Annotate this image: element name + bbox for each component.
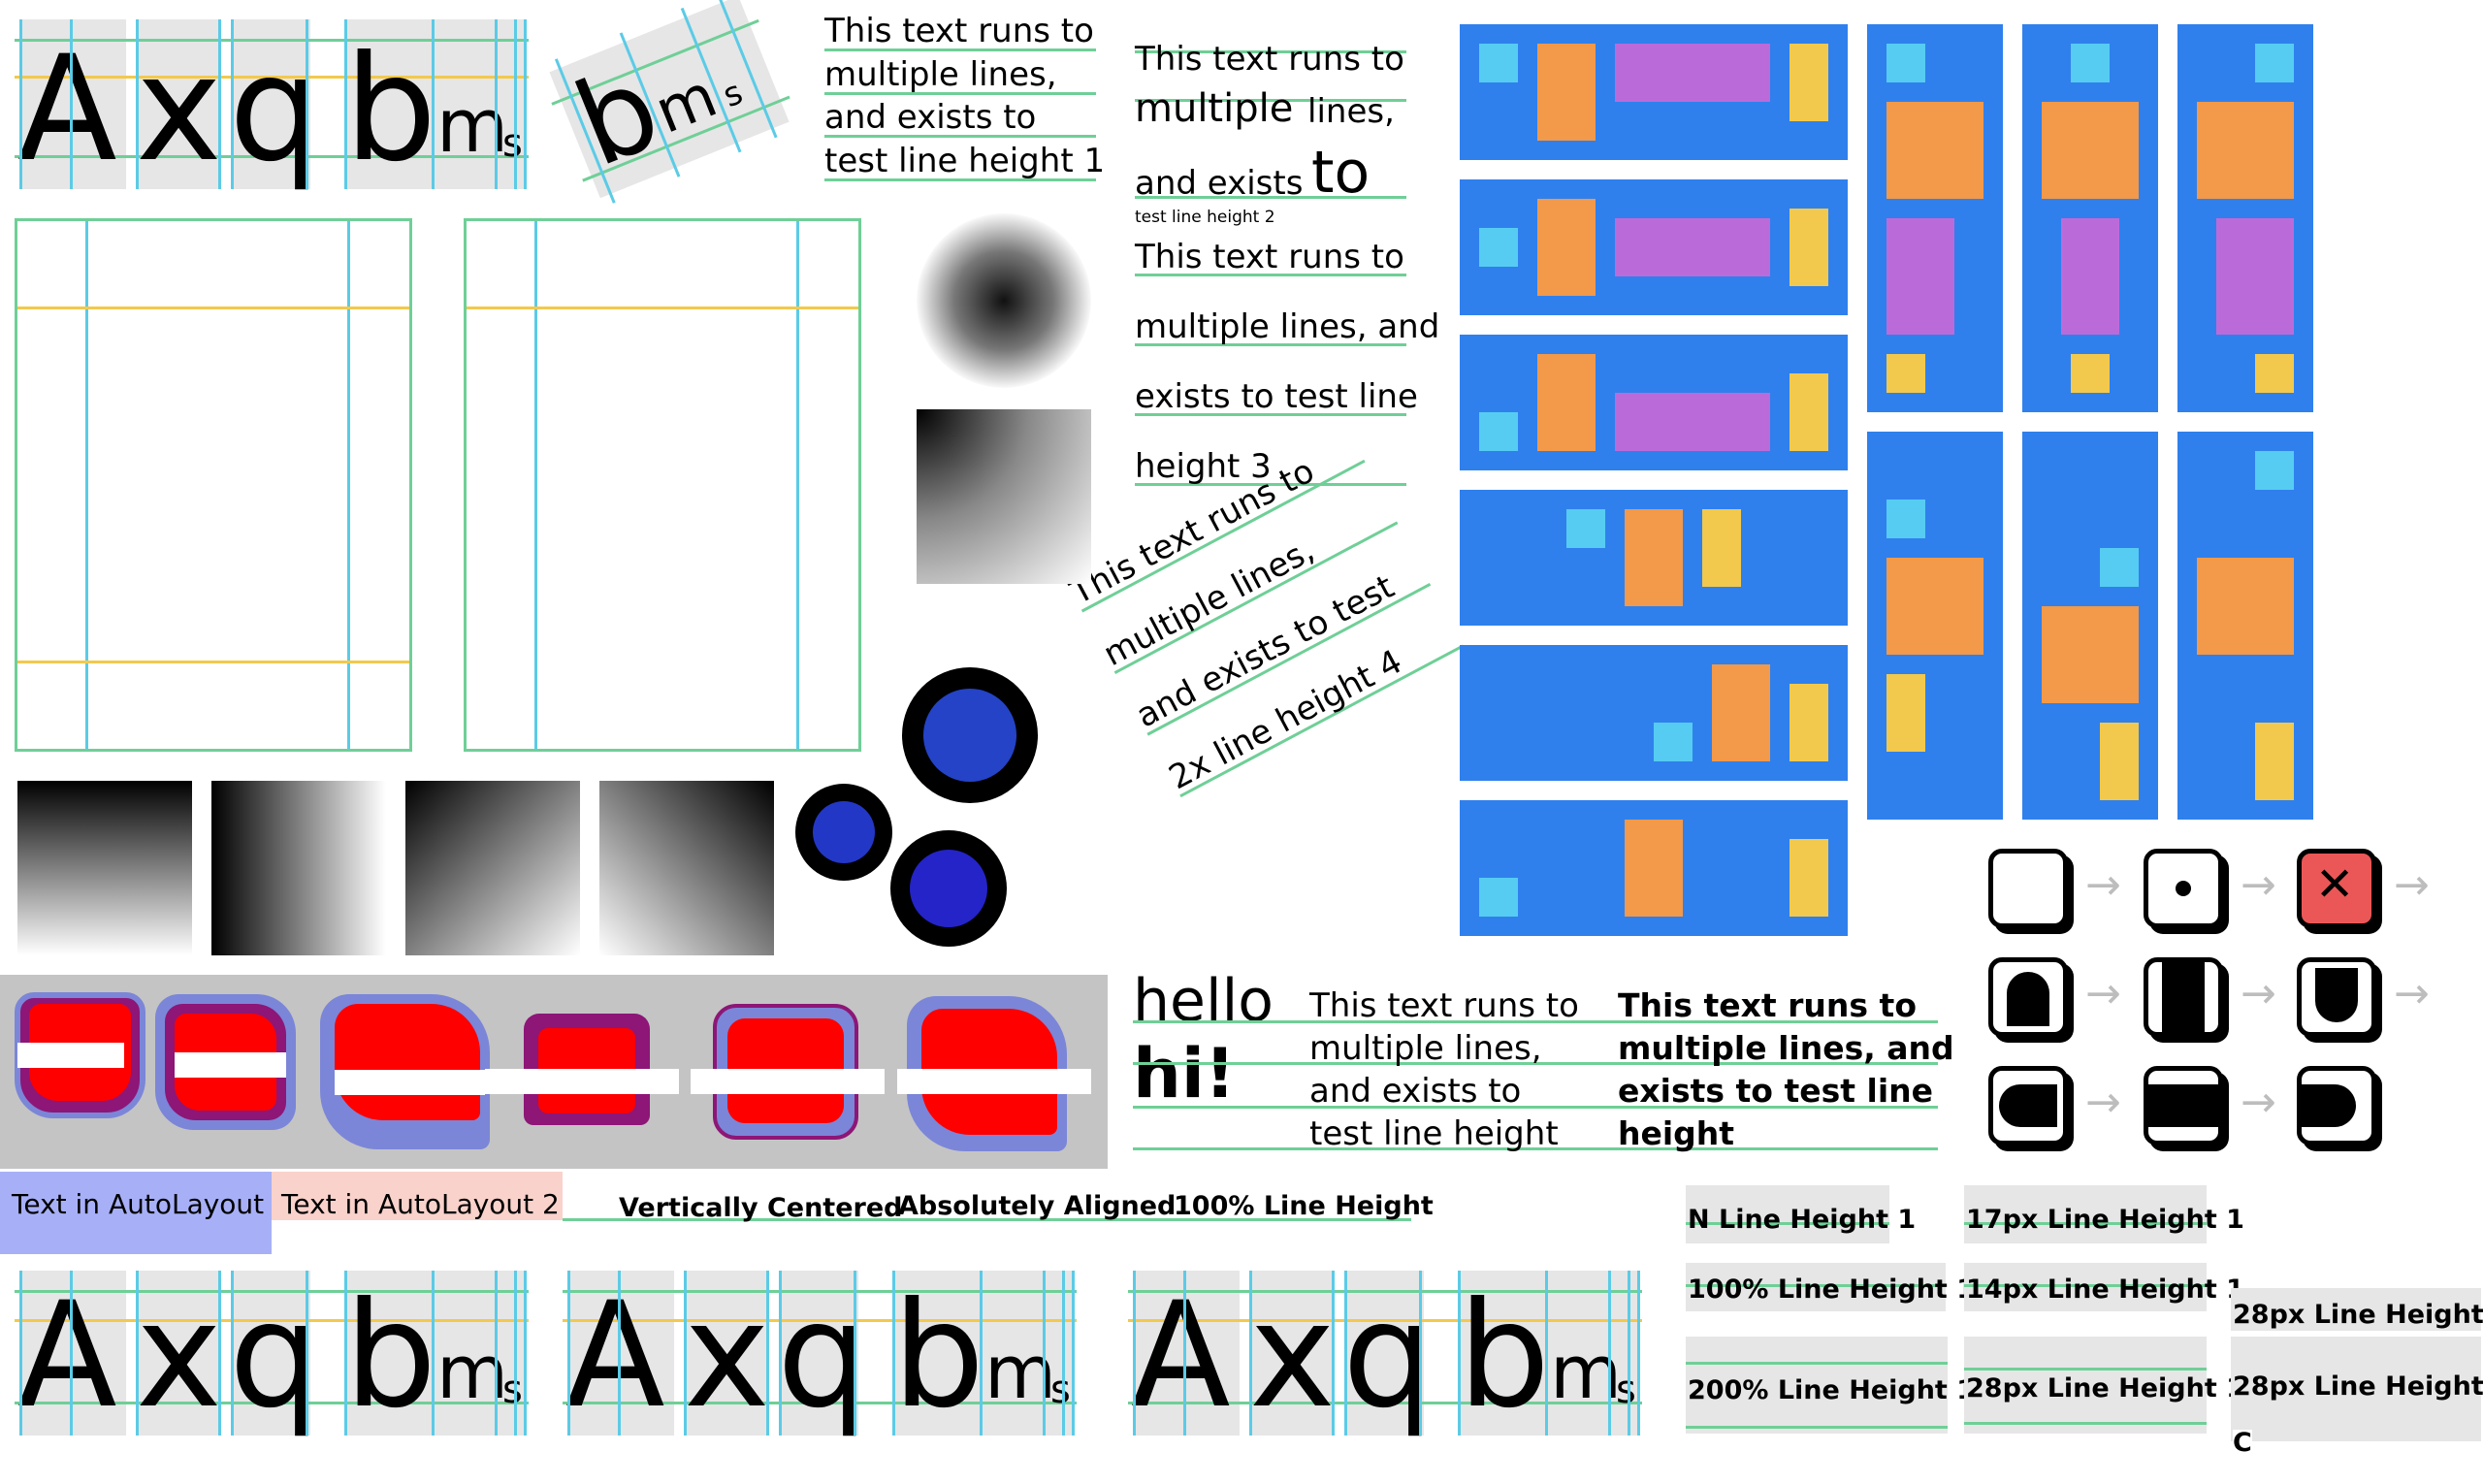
line-height-1-text: This text runs to multiple lines, and ex… (824, 12, 1106, 181)
glyph-b: b (344, 25, 437, 194)
label-200-line-height: 200% Line Height 1 (1686, 1337, 1975, 1434)
stroke-shapes-panel (0, 975, 1108, 1169)
shape-band[interactable] (2144, 1066, 2223, 1145)
card-v3 (2177, 24, 2313, 412)
frame-guides-2 (464, 218, 861, 752)
label-17px-line-height: 17px Line Height 1 (1964, 1185, 2244, 1243)
rotated-glyph-test: b m s (536, 0, 801, 210)
card-h2 (1460, 179, 1848, 315)
autolayout-1: Text in AutoLayout (0, 1172, 272, 1254)
arrow-icon: → (2241, 1078, 2276, 1127)
glyph-test-top: A x q b m s (0, 0, 543, 194)
card-v2 (2022, 24, 2158, 412)
bottom-bold-text: This text runs to multiple lines, and ex… (1618, 986, 1954, 1152)
autolayout-2: Text in AutoLayout 2 (272, 1172, 563, 1220)
shape-left-round[interactable] (1988, 1066, 2068, 1145)
glyph-A: A (565, 1272, 665, 1440)
glyph-x: x (684, 1272, 770, 1440)
checkbox-empty[interactable] (1988, 849, 2068, 928)
arrow-icon: → (2085, 1078, 2121, 1127)
line-height-4-text: This text runs to multiple lines, and ex… (1060, 450, 1494, 803)
glyph-x: x (136, 1272, 222, 1440)
glyph-A: A (17, 25, 117, 194)
glyph-x: x (136, 25, 222, 194)
radial-gradient-corner (917, 409, 1091, 584)
arrow-icon: → (2241, 969, 2276, 1018)
line-height-3-text: This text runs to multiple lines, and ex… (1135, 238, 1440, 486)
label-28px-line-height-c: 28px Line Height C (2231, 1337, 2483, 1456)
line-height-2-text: This text runs to multiple lines, and ex… (1135, 39, 1426, 233)
label-100-line-height: 100% Line Height 1 (1686, 1263, 1975, 1311)
circle-medium (890, 830, 1007, 947)
label-n-line-height: N Line Height 1 (1686, 1185, 1916, 1243)
vertically-centered-text: Vertically Centered (619, 1193, 903, 1223)
hi-text: hi! (1133, 1034, 1236, 1113)
card-h5 (1460, 645, 1848, 781)
bottom-regular-text: This text runs to multiple lines, and ex… (1309, 986, 1579, 1153)
card-h3 (1460, 335, 1848, 470)
line-height-100-text: 100% Line Height (1174, 1191, 1434, 1221)
label-28px-line-height-b: 28px Line Height (2231, 1288, 2483, 1331)
label-28px-line-height: 28px Line Height 1 (1964, 1337, 2244, 1434)
glyph-s: s (1616, 1368, 1636, 1412)
close-button[interactable]: ✕ (2297, 849, 2376, 928)
shape-shield[interactable] (2297, 957, 2376, 1037)
radial-gradient-circle (917, 213, 1091, 388)
card-v6 (2177, 432, 2313, 820)
circle-small (795, 784, 892, 881)
arrow-icon: → (2394, 969, 2430, 1018)
card-h4 (1460, 490, 1848, 626)
shape-right-round[interactable] (2297, 1066, 2376, 1145)
radio-dot[interactable] (2144, 849, 2223, 928)
arrow-icon: → (2085, 969, 2121, 1018)
arrow-icon: → (2394, 860, 2430, 910)
control-states-grid: → → ✕ → → → → → → (1988, 849, 2473, 1159)
glyph-A: A (1131, 1272, 1231, 1440)
absolutely-aligned-text: Absolutely Aligned (898, 1191, 1177, 1221)
card-h6 (1460, 800, 1848, 936)
arrow-icon: → (2241, 860, 2276, 910)
linear-gradient-2 (211, 781, 386, 955)
label-14px-line-height: 14px Line Height 1 (1964, 1263, 2244, 1311)
glyph-A: A (17, 1272, 117, 1440)
linear-gradient-4 (599, 781, 774, 955)
linear-gradient-3 (405, 781, 580, 955)
glyph-x: x (1249, 1272, 1336, 1440)
card-v5 (2022, 432, 2158, 820)
horizontal-cards (1460, 24, 1848, 941)
glyph-b: b (892, 1272, 985, 1440)
glyph-s: s (1050, 1368, 1071, 1412)
glyph-s: s (502, 121, 523, 166)
vertical-cards (1867, 24, 2323, 820)
card-v1 (1867, 24, 2003, 412)
shape-bar[interactable] (2144, 957, 2223, 1037)
arrow-icon: → (2085, 860, 2121, 910)
linear-gradient-1 (17, 781, 192, 955)
card-h1 (1460, 24, 1848, 160)
card-v4 (1867, 432, 2003, 820)
frame-guides-1 (15, 218, 412, 752)
circle-large (902, 667, 1038, 803)
glyph-s: s (502, 1368, 523, 1412)
glyph-b: b (344, 1272, 437, 1440)
close-icon: ✕ (2315, 857, 2355, 912)
glyph-b: b (1458, 1272, 1551, 1440)
shape-arch[interactable] (1988, 957, 2068, 1037)
